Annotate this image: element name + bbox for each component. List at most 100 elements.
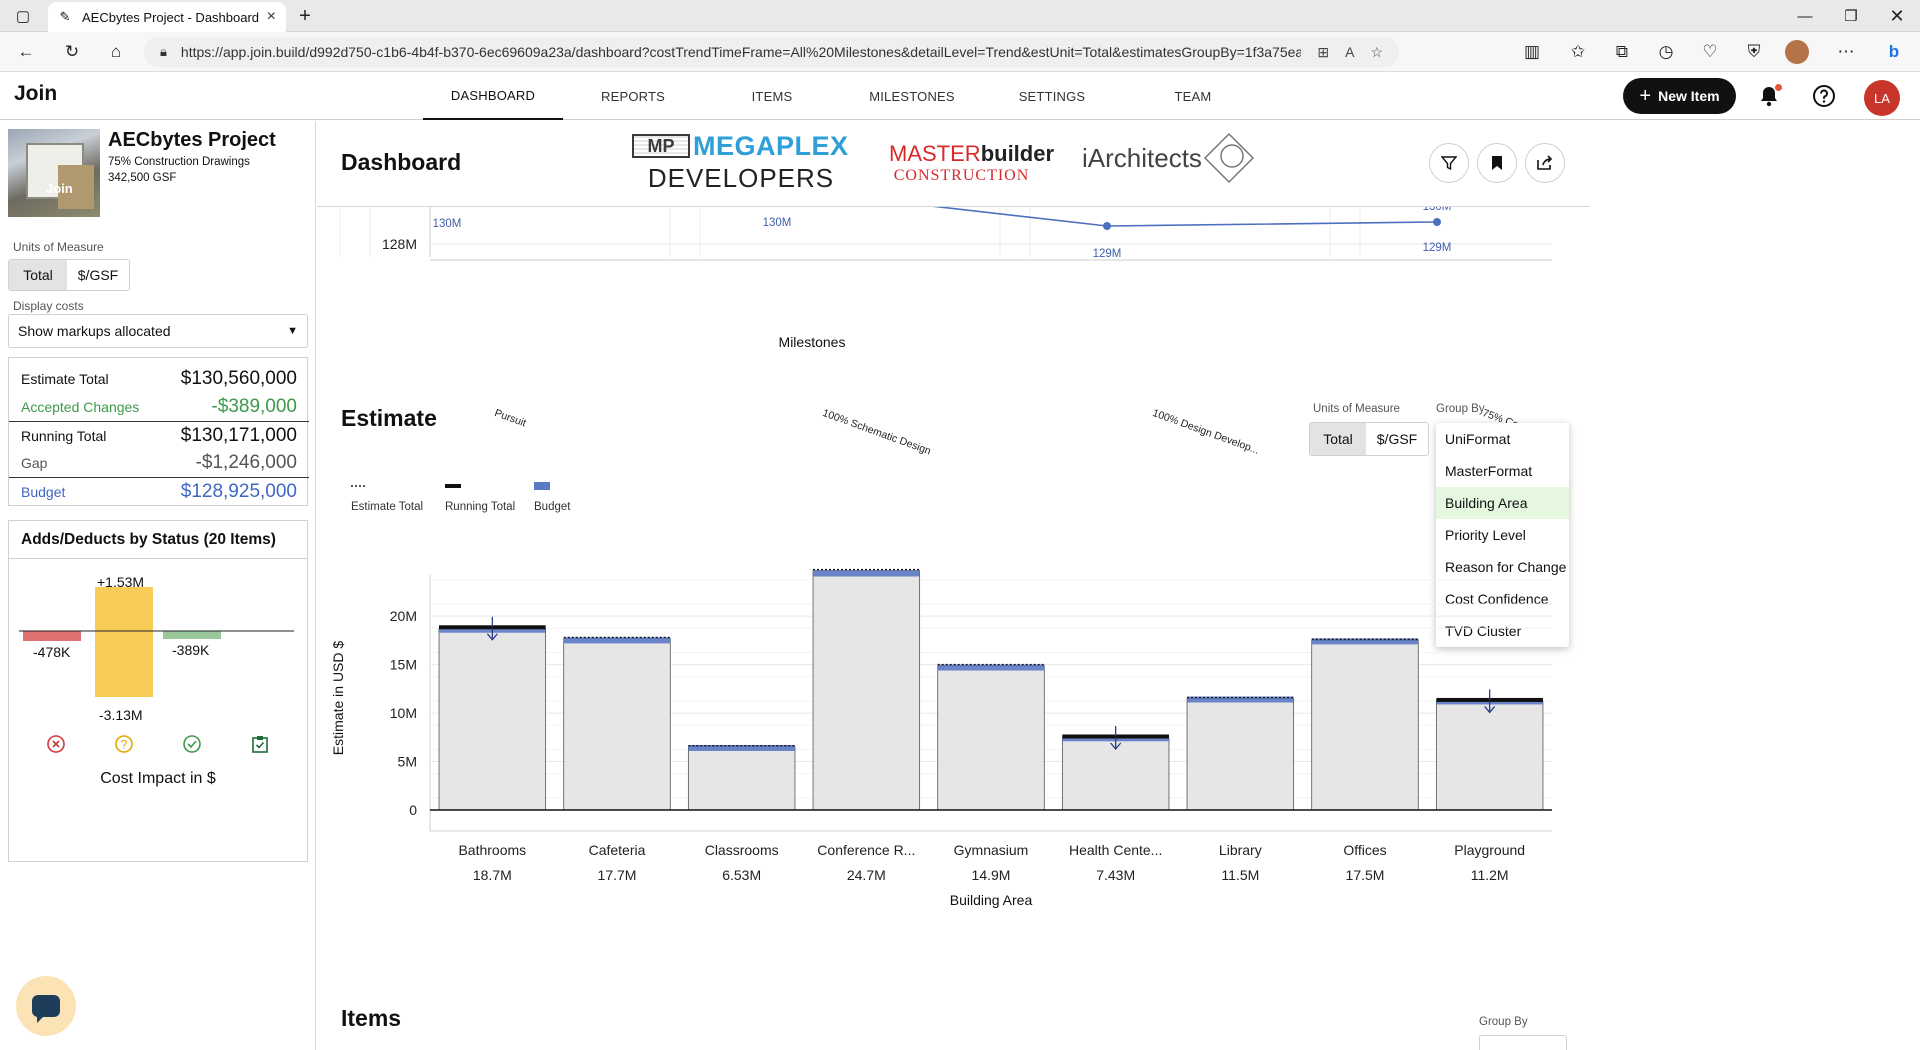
- filter-icon: [1441, 156, 1457, 171]
- estimate-total-row: Estimate Total $130,560,000: [9, 365, 309, 393]
- units-of-measure-label: Units of Measure: [13, 240, 104, 254]
- decrease-arrow-head: [486, 633, 498, 641]
- pending-icon[interactable]: ?: [113, 733, 135, 755]
- units-gsf-option[interactable]: $/GSF: [77, 267, 119, 283]
- budget-marker: [688, 744, 795, 751]
- project-thumbnail: Join: [8, 129, 100, 217]
- legend-estimate-swatch: [351, 485, 367, 487]
- display-costs-select[interactable]: Show markups allocated ▼: [8, 314, 308, 348]
- iarchitects-wordmark: iArchitects: [1082, 143, 1202, 173]
- category-value-label: 17.5M: [1346, 867, 1385, 883]
- trend-value-label: 130M: [433, 218, 462, 230]
- group-by-option[interactable]: TVD Cluster: [1445, 623, 1522, 639]
- estimate-units-total[interactable]: Total: [1310, 423, 1366, 455]
- y-tick-label: 5M: [398, 754, 417, 770]
- user-avatar[interactable]: LA: [1864, 80, 1900, 116]
- legend-running-swatch: [445, 484, 461, 488]
- estimate-units-gsf[interactable]: $/GSF: [1376, 431, 1418, 447]
- tab-actions-icon[interactable]: ▢: [15, 8, 31, 25]
- help-icon[interactable]: [1810, 82, 1838, 110]
- totals-panel: Estimate Total $130,560,000 Accepted Cha…: [8, 357, 309, 506]
- home-icon[interactable]: ⌂: [110, 42, 122, 61]
- trend-y-tick: 128M: [382, 236, 417, 252]
- join-logo[interactable]: Join: [14, 82, 58, 105]
- category-label: Health Cente...: [1069, 842, 1162, 858]
- megaplex-wordmark: MEGAPLEX: [693, 130, 849, 161]
- group-by-option[interactable]: Cost Confidence: [1445, 591, 1549, 607]
- rejected-icon[interactable]: [45, 733, 67, 755]
- collections-icon[interactable]: ⧉: [1615, 42, 1629, 61]
- notifications-bell-icon[interactable]: [1755, 82, 1783, 110]
- decrease-arrow-head: [1484, 706, 1496, 714]
- tab-team[interactable]: TEAM: [1174, 88, 1212, 104]
- extensions-icon[interactable]: ⛨: [1747, 42, 1761, 61]
- lock-icon: 🔒︎: [160, 44, 167, 59]
- thumbnail-watermark: Join: [46, 181, 73, 196]
- chat-support-button[interactable]: [16, 976, 76, 1036]
- budget-row: Budget $128,925,000: [9, 477, 309, 505]
- app-available-icon[interactable]: ⊞: [1317, 43, 1330, 60]
- project-sidebar: Join AECbytes Project 75% Construction D…: [0, 121, 316, 1050]
- rejected-bar[interactable]: [23, 631, 81, 641]
- join-favicon-icon: ✎: [59, 9, 71, 24]
- read-aloud-icon[interactable]: A: [1345, 44, 1355, 60]
- trend-point: [1433, 218, 1441, 226]
- cost-trend-chart: 128M 130M 130M 130M 129M 129M: [339, 207, 1552, 261]
- health-icon[interactable]: ♡: [1702, 42, 1718, 61]
- profile-avatar[interactable]: [1785, 40, 1809, 64]
- close-tab-icon[interactable]: ×: [266, 8, 276, 25]
- filter-button[interactable]: [1429, 143, 1469, 183]
- group-by-option[interactable]: Priority Level: [1445, 527, 1526, 543]
- new-item-button[interactable]: + New Item: [1623, 78, 1736, 114]
- pending-add-bar[interactable]: [95, 587, 153, 632]
- estimate-bar: [687, 746, 796, 811]
- incorporated-icon[interactable]: [249, 733, 271, 755]
- browser-tab[interactable]: ✎ AECbytes Project - Dashboard ×: [48, 2, 286, 32]
- tab-settings[interactable]: SETTINGS: [1018, 88, 1086, 104]
- new-tab-icon[interactable]: +: [299, 4, 311, 27]
- estimate-bar: [812, 570, 921, 811]
- share-button[interactable]: [1525, 143, 1565, 183]
- bookmark-button[interactable]: [1477, 143, 1517, 183]
- group-by-dropdown-menu: UniFormat MasterFormat Building Area Pri…: [1436, 423, 1569, 647]
- page-title: Dashboard: [341, 149, 462, 175]
- tab-milestones[interactable]: MILESTONES: [869, 88, 955, 104]
- budget-marker: [1311, 638, 1419, 645]
- totals-label: Running Total: [21, 427, 107, 444]
- totals-label: Estimate Total: [21, 371, 109, 387]
- running-total-row: Running Total $130,171,000: [9, 421, 309, 449]
- category-value-label: 24.7M: [847, 867, 886, 883]
- y-tick-label: 10M: [390, 705, 417, 721]
- address-bar[interactable]: 🔒︎ https://app.join.build/d992d750-c1b6-…: [144, 37, 1399, 67]
- trend-value-label: 130M: [1423, 207, 1452, 213]
- split-screen-icon[interactable]: ▥: [1523, 42, 1541, 61]
- accepted-icon[interactable]: [181, 733, 203, 755]
- group-by-option[interactable]: UniFormat: [1445, 431, 1511, 447]
- pending-deduct-bar[interactable]: [95, 632, 153, 697]
- favorite-star-icon[interactable]: ☆: [1370, 43, 1383, 60]
- more-icon[interactable]: ⋯: [1837, 42, 1855, 61]
- favorites-icon[interactable]: ✩: [1570, 42, 1586, 61]
- category-value-label: 17.7M: [598, 867, 637, 883]
- copilot-icon[interactable]: b: [1888, 42, 1900, 61]
- refresh-icon[interactable]: ↻: [64, 42, 80, 61]
- tab-reports[interactable]: REPORTS: [600, 88, 665, 104]
- history-icon[interactable]: ◷: [1658, 42, 1674, 61]
- totals-value: $130,560,000: [180, 368, 297, 389]
- trend-line: [932, 207, 1438, 227]
- restore-icon[interactable]: ❐: [1844, 8, 1858, 25]
- iarchitects-logo: iArchitects: [1082, 132, 1255, 184]
- minimize-icon[interactable]: —: [1797, 7, 1813, 25]
- svg-text:?: ?: [121, 738, 128, 752]
- group-by-option[interactable]: MasterFormat: [1445, 463, 1533, 479]
- close-window-icon[interactable]: ✕: [1889, 5, 1905, 26]
- group-by-option[interactable]: Reason for Change: [1445, 559, 1567, 575]
- items-group-by-select[interactable]: [1479, 1035, 1567, 1050]
- group-by-option-selected[interactable]: Building Area: [1436, 487, 1569, 519]
- back-icon[interactable]: ←: [17, 42, 35, 61]
- tab-items[interactable]: ITEMS: [751, 88, 793, 104]
- category-value-label: 18.7M: [473, 867, 512, 883]
- accepted-bar[interactable]: [163, 631, 221, 639]
- units-total-option[interactable]: Total: [9, 260, 67, 290]
- tab-dashboard[interactable]: DASHBOARD: [423, 72, 563, 120]
